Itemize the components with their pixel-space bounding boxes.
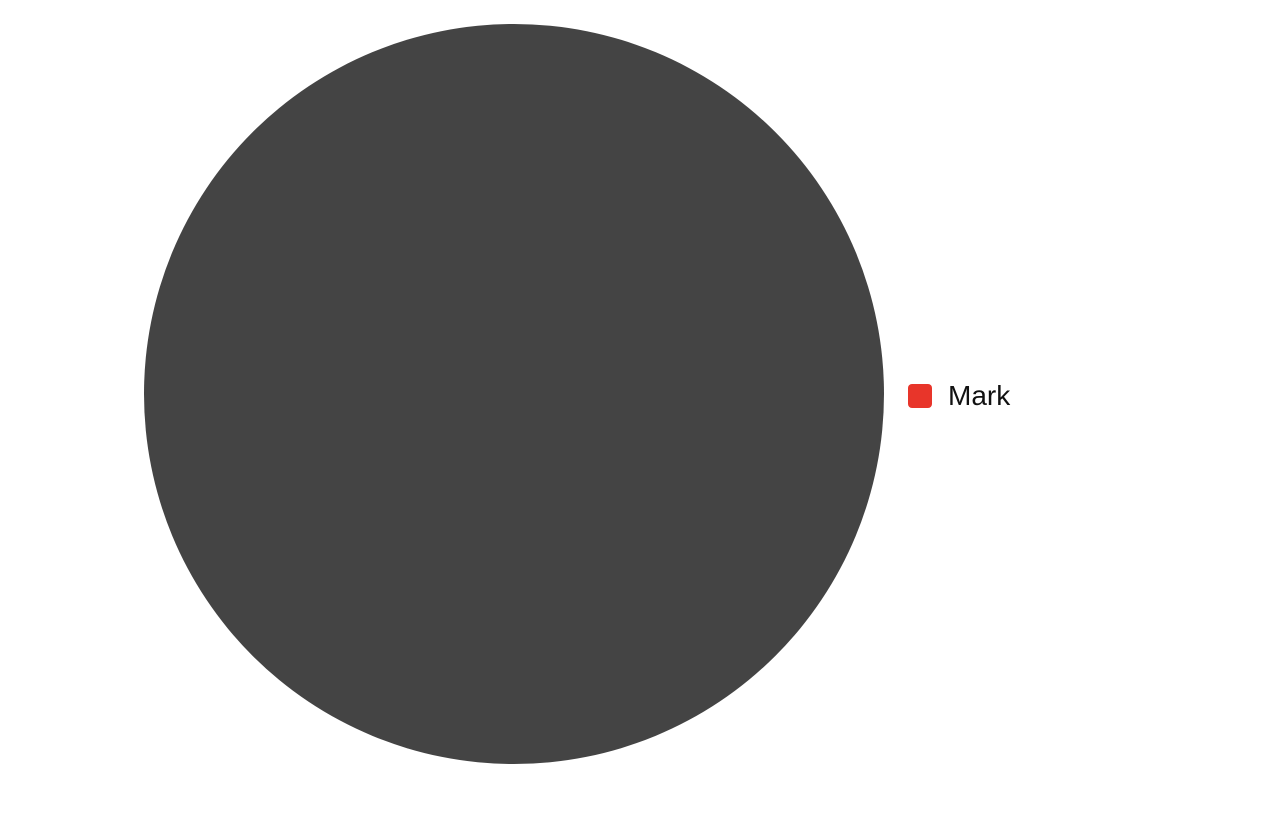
legend-swatch	[908, 384, 932, 408]
chart-legend: Mark	[908, 380, 1010, 412]
legend-item[interactable]: Mark	[908, 380, 1010, 412]
legend-label: Mark	[948, 380, 1010, 412]
pie-slice-mark	[144, 24, 884, 764]
